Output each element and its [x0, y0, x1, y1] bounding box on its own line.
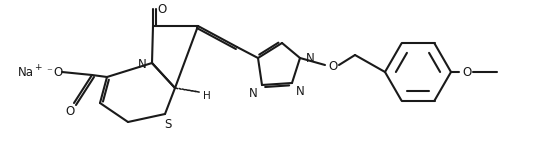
Text: S: S	[164, 119, 171, 131]
Text: O: O	[65, 104, 74, 118]
Text: ⁻: ⁻	[46, 67, 52, 77]
Text: N: N	[138, 58, 147, 71]
Text: O: O	[329, 60, 337, 73]
Text: N: N	[249, 86, 258, 99]
Text: O: O	[158, 2, 166, 15]
Text: H: H	[203, 91, 211, 101]
Text: N: N	[296, 84, 304, 97]
Text: Na: Na	[18, 65, 34, 78]
Text: +: +	[34, 62, 42, 71]
Text: N: N	[306, 52, 314, 65]
Text: O: O	[462, 65, 472, 78]
Text: O: O	[53, 65, 62, 78]
